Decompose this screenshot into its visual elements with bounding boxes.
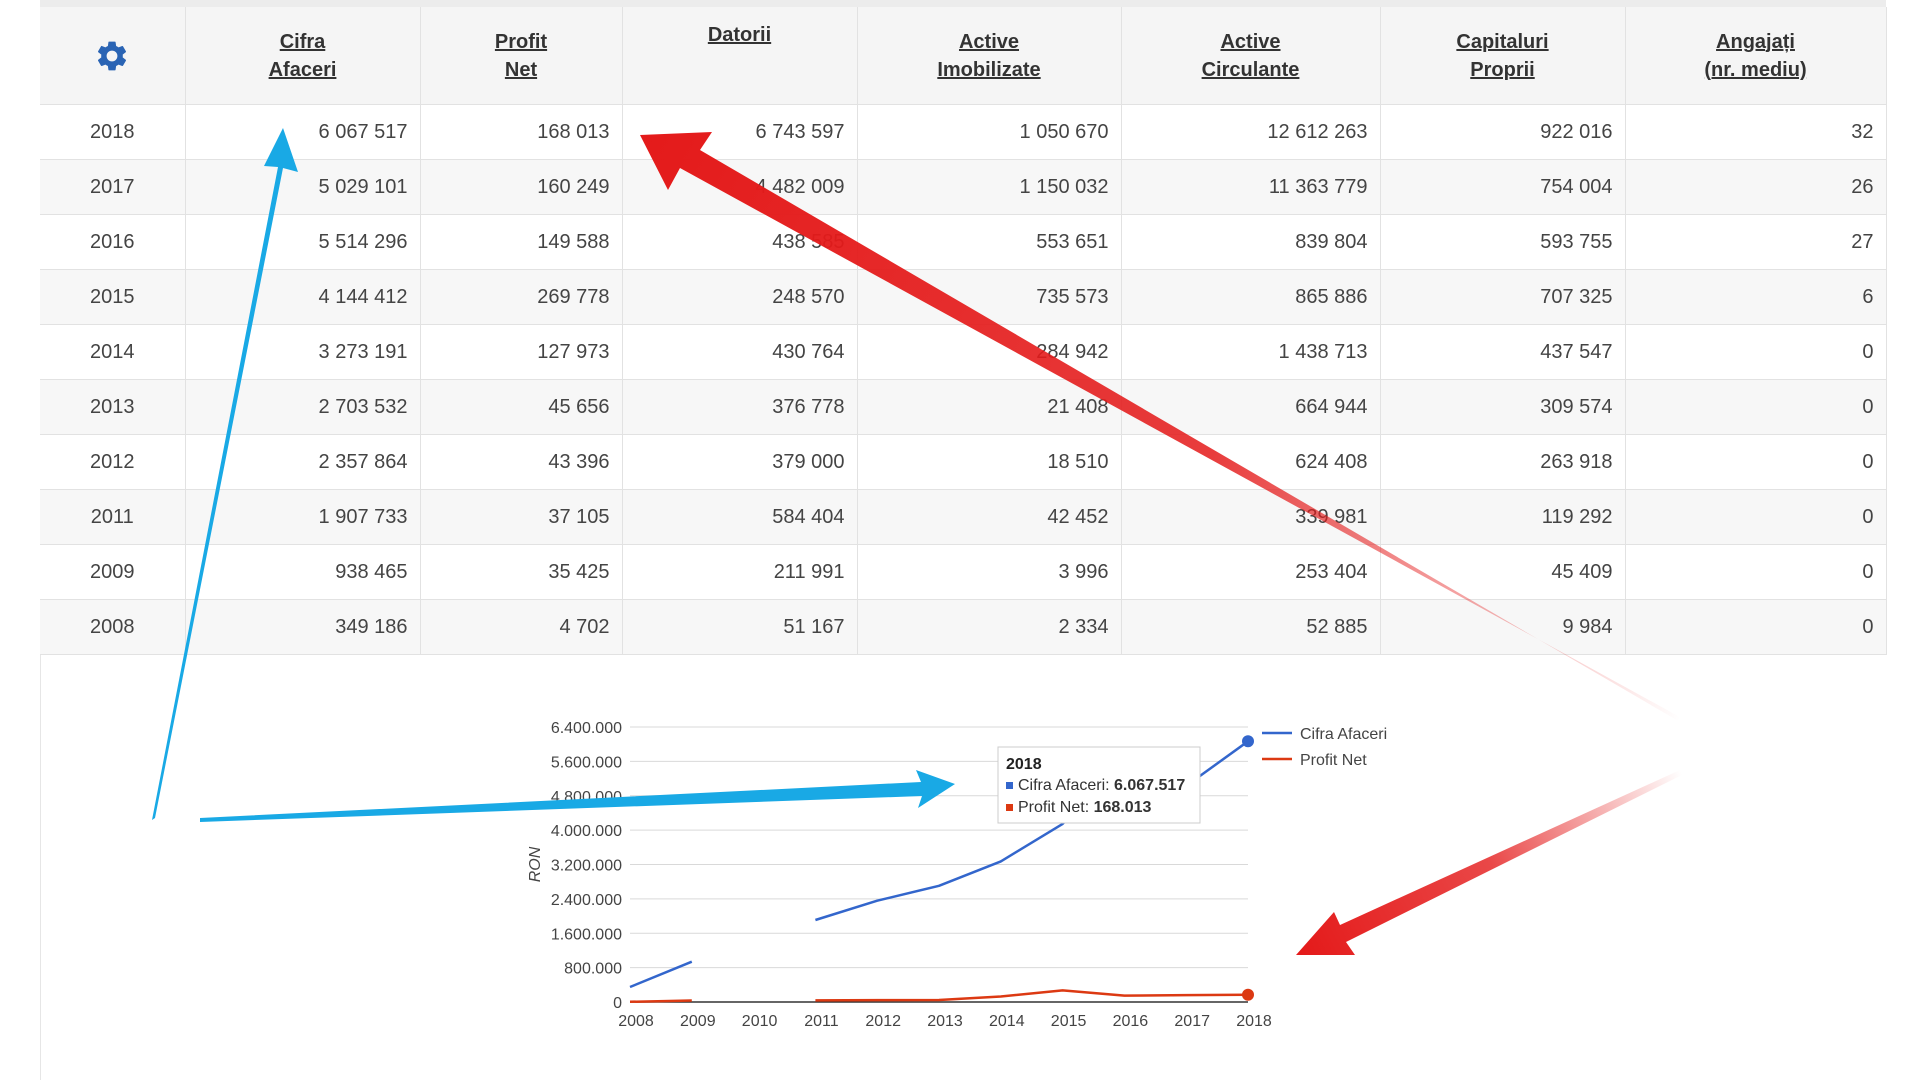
x-tick-label: 2010 (742, 1013, 778, 1030)
gear-icon (98, 41, 127, 70)
profit-net-cell: 4 702 (420, 599, 623, 655)
header-line1: Active (1220, 30, 1281, 53)
x-tick-label: 2008 (618, 1013, 654, 1030)
header-line1: Active (958, 30, 1020, 53)
y-tick-label: 6.400.000 (551, 720, 622, 737)
col-header-datorii[interactable]: Datorii (622, 7, 858, 105)
x-tick-label: 2017 (1174, 1013, 1210, 1030)
profit-net-cell: 149 588 (420, 214, 623, 270)
profit-net-cell: 160 249 (420, 159, 623, 215)
tooltip-swatch (1006, 782, 1013, 789)
tooltip-line-cifra: Cifra Afaceri: 6.067.517 (1018, 777, 1185, 794)
header-line2: Afaceri (268, 58, 337, 81)
x-tick-label: 2009 (680, 1013, 716, 1030)
series-line-profit-net (629, 989, 1249, 1004)
col-header-active-imobilizate[interactable]: Active Imobilizate (857, 7, 1122, 105)
y-tick-label: 1.600.000 (551, 926, 622, 943)
header-line1: Datorii (707, 24, 772, 46)
profit-net-cell: 37 105 (420, 489, 623, 545)
col-header-cifra-afaceri[interactable]: Cifra Afaceri (185, 7, 421, 105)
col-header-active-circulante[interactable]: Active Circulante (1121, 7, 1381, 105)
profit-net-cell: 269 778 (420, 269, 623, 325)
angajati-cell: 32 (1625, 104, 1887, 160)
chart-tooltip (997, 746, 1201, 824)
y-tick-label: 800.000 (564, 961, 622, 978)
x-tick-label: 2012 (865, 1013, 901, 1030)
y-tick-label: 4.800.000 (551, 789, 622, 806)
x-tick-label: 2018 (1236, 1013, 1272, 1030)
x-tick-label: 2013 (927, 1013, 963, 1030)
series-point-2018 (1242, 988, 1254, 1001)
legend-label: Profit Net (1300, 752, 1367, 769)
series-point-2018 (1242, 735, 1254, 748)
profit-net-cell: 43 396 (420, 434, 623, 490)
header-line1: Cifra (279, 30, 326, 53)
header-line2: Imobilizate (937, 58, 1041, 81)
header-line2: (nr. mediu) (1704, 58, 1807, 81)
col-header-profit-net[interactable]: Profit Net (420, 7, 623, 105)
profit-net-cell: 168 013 (420, 104, 623, 160)
header-line1: Angajați (1716, 30, 1795, 53)
y-tick-label: 3.200.000 (551, 858, 622, 875)
y-tick-label: 0 (613, 995, 622, 1012)
tooltip-line-profit: Profit Net: 168.013 (1018, 799, 1152, 816)
header-line2: Net (504, 58, 538, 81)
header-line1: Profit (494, 30, 548, 53)
top-divider (40, 0, 1886, 7)
profit-net-cell: 45 656 (420, 379, 623, 435)
y-tick-label: 2.400.000 (551, 892, 622, 909)
x-tick-label: 2011 (804, 1013, 839, 1030)
col-header-capitaluri-proprii[interactable]: Capitaluri Proprii (1380, 7, 1626, 105)
settings-button[interactable] (40, 7, 186, 105)
col-header-angajati[interactable]: Angajați (nr. mediu) (1625, 7, 1887, 105)
y-tick-label: 5.600.000 (551, 754, 622, 771)
tooltip-swatch (1006, 804, 1013, 811)
profit-net-cell: 35 425 (420, 544, 623, 600)
header-line2: Proprii (1470, 58, 1535, 81)
x-tick-label: 2016 (1113, 1013, 1149, 1030)
tooltip-title: 2018 (1006, 756, 1042, 773)
y-axis-label: RON (527, 846, 544, 882)
table-header-row: Cifra Afaceri Profit Net Datorii Active Imo… (40, 7, 1887, 105)
x-tick-label: 2014 (989, 1013, 1025, 1030)
header-line1: Capitaluri (1456, 30, 1549, 53)
x-tick-label: 2015 (1051, 1013, 1087, 1030)
y-tick-label: 4.000.000 (551, 823, 622, 840)
legend-label: Cifra Afaceri (1300, 726, 1387, 743)
header-line2: Circulante (1201, 58, 1300, 81)
profit-net-cell: 127 973 (420, 324, 623, 380)
